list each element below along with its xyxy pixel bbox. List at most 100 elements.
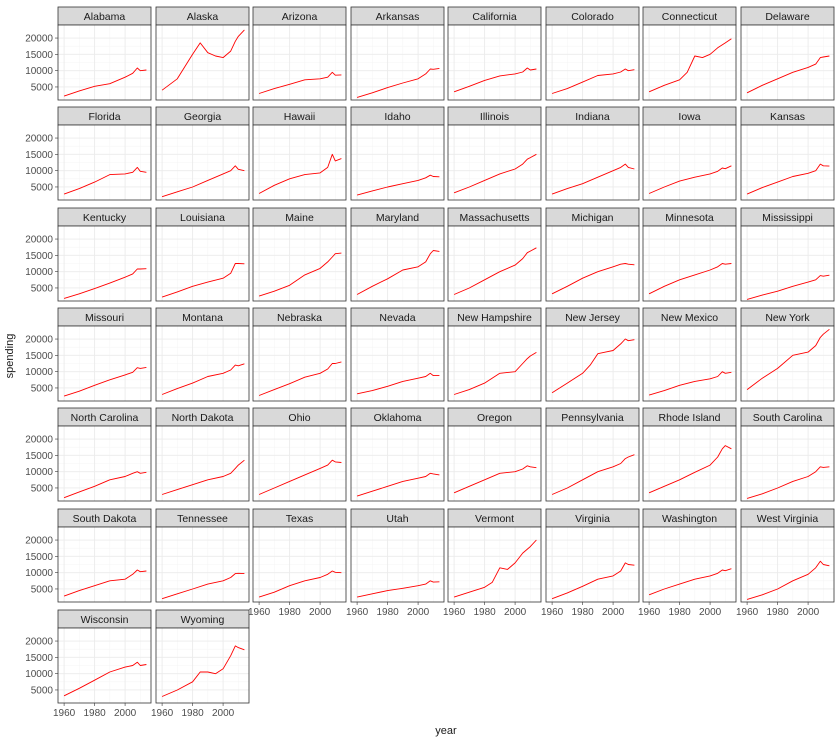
- panel-border: [350, 225, 445, 302]
- facet-panel: Minnesota: [642, 207, 737, 302]
- panel-border: [350, 124, 445, 201]
- panel-border: [740, 124, 835, 201]
- facet-strip-label: Delaware: [765, 11, 810, 23]
- spending-line: [648, 263, 732, 295]
- facet-panel: New Jersey: [545, 307, 640, 402]
- panel-border: [57, 325, 152, 402]
- facet-panel: Maryland: [350, 207, 445, 302]
- spending-line: [63, 569, 147, 597]
- spending-line: [63, 471, 147, 499]
- facet-strip-label: Georgia: [184, 111, 222, 123]
- spending-line: [258, 71, 342, 94]
- spending-line: [161, 29, 245, 91]
- panel-border: [252, 526, 347, 603]
- panel-border: [642, 325, 737, 402]
- facet-strip-label: Illinois: [480, 111, 509, 123]
- spending-line: [453, 67, 537, 93]
- panel-border: [447, 124, 542, 201]
- facet-panel: Louisiana: [155, 207, 250, 302]
- facet-panel: Arkansas: [350, 6, 445, 101]
- facet-strip-label: Florida: [88, 111, 120, 123]
- spending-line: [746, 55, 830, 94]
- spending-line: [357, 372, 440, 395]
- facet-strip-label: Montana: [182, 312, 223, 324]
- facet-panel: Virginia 1960 1980 2000: [541, 508, 640, 618]
- facet-strip-label: Mississippi: [762, 212, 813, 224]
- facet-panel: Pennsylvania: [545, 407, 640, 502]
- panel-border: [545, 124, 640, 201]
- x-tick-label: 1960: [638, 607, 661, 618]
- x-tick-label: 2000: [114, 708, 137, 719]
- facet-strip-label: Tennessee: [177, 513, 228, 525]
- facet-strip-label: Maine: [285, 212, 314, 224]
- x-tick-label: 1980: [83, 708, 106, 719]
- panel-border: [545, 225, 640, 302]
- panel-border: [447, 425, 542, 502]
- spending-line: [551, 338, 635, 394]
- panel-border: [740, 225, 835, 302]
- spending-line: [551, 68, 635, 94]
- y-tick-label: 15000: [25, 351, 53, 362]
- facet-panel: Florida 5000 10000 15000 20000: [25, 106, 152, 201]
- panel-border: [740, 325, 835, 402]
- facet-strip-label: New Mexico: [661, 312, 718, 324]
- facet-panel: Iowa: [642, 106, 737, 201]
- facet-strip-label: Pennsylvania: [561, 412, 624, 424]
- spending-line: [648, 38, 732, 93]
- x-tick-label: 2000: [309, 607, 332, 618]
- facet-panel: South Carolina: [740, 407, 835, 502]
- facet-strip-label: Rhode Island: [659, 412, 721, 424]
- spending-line: [746, 274, 830, 300]
- panel-border: [740, 24, 835, 101]
- facet-panel: Connecticut: [642, 6, 737, 101]
- facet-panel: New Mexico: [642, 307, 737, 402]
- x-tick-label: 1960: [346, 607, 369, 618]
- facet-panel: Oregon: [447, 407, 542, 502]
- facet-strip-label: Missouri: [85, 312, 124, 324]
- panel-border: [350, 526, 445, 603]
- facet-strip-label: Ohio: [288, 412, 310, 424]
- x-tick-label: 2000: [797, 607, 820, 618]
- y-tick-label: 15000: [25, 251, 53, 262]
- panel-border: [155, 627, 250, 704]
- y-tick-label: 20000: [25, 637, 53, 648]
- panel-border: [252, 225, 347, 302]
- y-tick-label: 20000: [25, 235, 53, 246]
- x-tick-label: 1980: [181, 708, 204, 719]
- spending-line: [63, 166, 147, 195]
- facet-panel: Arizona: [252, 6, 347, 101]
- facet-strip-label: Oklahoma: [374, 412, 422, 424]
- panel-border: [57, 225, 152, 302]
- panel-border: [252, 325, 347, 402]
- spending-line: [356, 174, 440, 196]
- x-tick-label: 1980: [571, 607, 594, 618]
- facet-panel: Kansas: [740, 106, 835, 201]
- spending-line: [453, 153, 537, 194]
- facet-strip-label: Michigan: [571, 212, 613, 224]
- panel-border: [642, 225, 737, 302]
- spending-line: [746, 466, 830, 499]
- x-tick-label: 2000: [504, 607, 527, 618]
- facet-panel: Delaware: [740, 6, 835, 101]
- y-axis-title: spending: [4, 334, 16, 379]
- facet-strip-label: South Dakota: [73, 513, 137, 525]
- y-tick-label: 15000: [25, 451, 53, 462]
- facet-strip-label: Washington: [662, 513, 717, 525]
- facet-strip-label: Indiana: [575, 111, 610, 123]
- y-tick-label: 20000: [25, 134, 53, 145]
- spending-line: [161, 263, 245, 298]
- y-tick-label: 5000: [31, 383, 54, 394]
- y-tick-label: 20000: [25, 536, 53, 547]
- facet-panel: Montana: [155, 307, 250, 402]
- facet-panel: Alabama 5000 10000 15000 20000: [25, 6, 152, 101]
- panel-border: [252, 425, 347, 502]
- facet-panel: Michigan: [545, 207, 640, 302]
- facet-strip-label: New Hampshire: [457, 312, 532, 324]
- facet-panels: Alabama 5000 10000 15000 20000 Alaska Arizona A…: [25, 6, 835, 719]
- facet-strip-label: Iowa: [678, 111, 700, 123]
- facet-panel: Maine: [252, 207, 347, 302]
- panel-border: [740, 526, 835, 603]
- spending-line: [356, 67, 440, 98]
- y-tick-label: 5000: [31, 283, 54, 294]
- facet-strip-label: Texas: [286, 513, 313, 525]
